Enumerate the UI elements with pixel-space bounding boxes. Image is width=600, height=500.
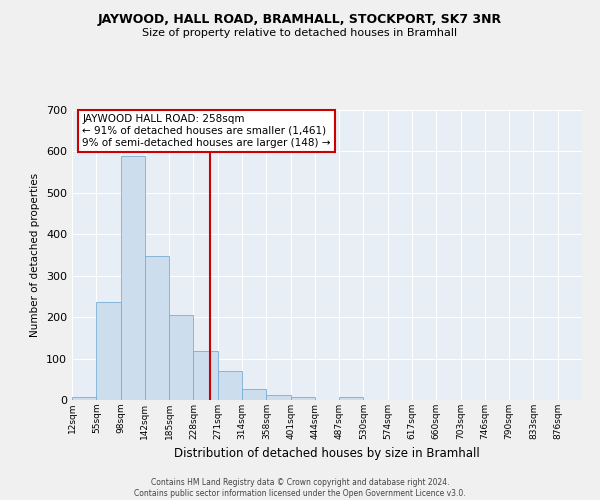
Bar [169, 316, 193, 400]
Text: JAYWOOD HALL ROAD: 258sqm
← 91% of detached houses are smaller (1,461)
9% of sem: JAYWOOD HALL ROAD: 258sqm ← 91% of detac… [82, 114, 331, 148]
Bar [145, 256, 169, 400]
Text: Size of property relative to detached houses in Bramhall: Size of property relative to detached ho… [142, 28, 458, 38]
Bar [72, 396, 96, 400]
Text: Contains HM Land Registry data © Crown copyright and database right 2024.
Contai: Contains HM Land Registry data © Crown c… [134, 478, 466, 498]
Bar [121, 156, 145, 400]
X-axis label: Distribution of detached houses by size in Bramhall: Distribution of detached houses by size … [174, 448, 480, 460]
Y-axis label: Number of detached properties: Number of detached properties [31, 173, 40, 337]
Bar [266, 394, 290, 400]
Bar [290, 396, 315, 400]
Bar [218, 371, 242, 400]
Bar [242, 389, 266, 400]
Text: JAYWOOD, HALL ROAD, BRAMHALL, STOCKPORT, SK7 3NR: JAYWOOD, HALL ROAD, BRAMHALL, STOCKPORT,… [98, 12, 502, 26]
Bar [339, 397, 364, 400]
Bar [193, 351, 218, 400]
Bar [96, 302, 121, 400]
